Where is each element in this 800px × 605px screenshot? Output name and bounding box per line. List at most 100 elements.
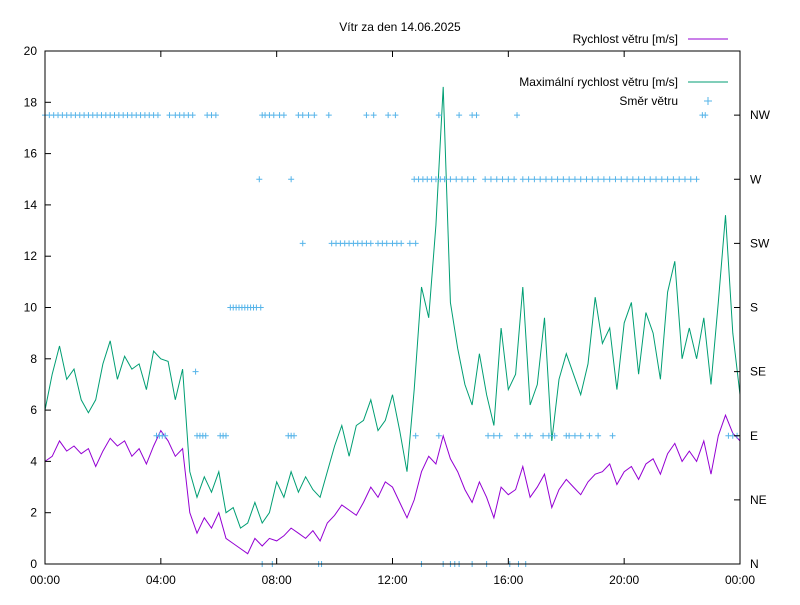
- y-tick-label: 6: [30, 403, 37, 417]
- direction-point: [280, 112, 287, 119]
- direction-point: [664, 176, 671, 183]
- x-tick-label: 04:00: [146, 573, 176, 587]
- direction-point: [412, 240, 419, 247]
- x-tick-label: 08:00: [262, 573, 292, 587]
- direction-point: [257, 304, 264, 311]
- direction-point: [609, 432, 616, 439]
- y2-tick-label: SW: [750, 236, 770, 250]
- series-speed-line: [44, 413, 741, 555]
- direction-point: [519, 176, 526, 183]
- direction-point: [291, 432, 298, 439]
- direction-point: [635, 176, 642, 183]
- direction-point: [487, 176, 494, 183]
- axis-layer: 0 2 4 6 8 10 12 14 16 18 20 N NE E SE S SW W NW 00:00 04:00 0…: [24, 44, 771, 587]
- legend: Rychlost větru [m/s] Maximální rychlost …: [519, 32, 728, 108]
- legend-label-gust: Maximální rychlost větru [m/s]: [519, 75, 678, 89]
- direction-point: [612, 176, 619, 183]
- direction-point: [693, 176, 700, 183]
- direction-point: [583, 176, 590, 183]
- y-tick-label: 2: [30, 506, 37, 520]
- direction-point: [681, 176, 688, 183]
- direction-point: [670, 176, 677, 183]
- direction-point: [459, 176, 465, 183]
- direction-point: [154, 112, 161, 119]
- direction-point: [514, 112, 521, 119]
- direction-point: [542, 176, 549, 183]
- y-tick-label: 14: [24, 198, 38, 212]
- direction-point: [299, 112, 306, 119]
- direction-point: [537, 176, 544, 183]
- y-tick-label: 12: [24, 249, 38, 263]
- chart-title: Vítr za den 14.06.2025: [339, 20, 461, 34]
- direction-point: [473, 112, 480, 119]
- direction-point: [641, 176, 648, 183]
- series-gust-line: [44, 86, 741, 529]
- direction-point: [299, 240, 306, 247]
- direction-point: [554, 176, 561, 183]
- y2-tick-label: NW: [750, 108, 771, 122]
- direction-point: [493, 176, 500, 183]
- direction-point: [496, 432, 503, 439]
- direction-point: [270, 112, 277, 119]
- direction-point: [490, 432, 497, 439]
- direction-point: [406, 240, 413, 247]
- direction-point: [212, 112, 219, 119]
- x-tick-label: 12:00: [377, 573, 407, 587]
- x-tick-label: 16:00: [493, 573, 523, 587]
- legend-label-speed: Rychlost větru [m/s]: [573, 32, 678, 46]
- direction-point: [531, 176, 538, 183]
- direction-point: [162, 432, 169, 439]
- direction-point: [456, 112, 463, 119]
- direction-point: [470, 176, 477, 183]
- direction-point: [370, 112, 377, 119]
- direction-point: [311, 112, 318, 119]
- legend-swatch-direction: [704, 97, 712, 105]
- direction-point: [595, 432, 602, 439]
- direction-point: [577, 176, 584, 183]
- y-tick-label: 8: [30, 352, 37, 366]
- x-tick-label: 00:00: [725, 573, 755, 587]
- direction-point: [305, 112, 312, 119]
- direction-point: [453, 176, 460, 183]
- direction-point: [525, 176, 532, 183]
- direction-point: [595, 176, 602, 183]
- y2-tick-label: NE: [750, 493, 767, 507]
- direction-point: [222, 432, 229, 439]
- direction-point: [545, 432, 552, 439]
- direction-point: [166, 112, 173, 119]
- direction-point: [435, 112, 442, 119]
- direction-point: [600, 176, 607, 183]
- direction-point: [202, 432, 209, 439]
- direction-point: [566, 176, 573, 183]
- direction-point: [560, 176, 567, 183]
- direction-point: [687, 176, 694, 183]
- direction-point: [447, 176, 454, 183]
- y-tick-label: 10: [24, 301, 38, 315]
- direction-point: [464, 176, 471, 183]
- direction-point: [485, 432, 492, 439]
- y2-tick-label: E: [750, 429, 758, 443]
- series-layer: [42, 86, 741, 567]
- direction-point: [441, 176, 448, 183]
- direction-point: [499, 176, 506, 183]
- direction-point: [586, 432, 593, 439]
- direction-point: [412, 432, 419, 439]
- y-tick-label: 20: [24, 44, 38, 58]
- y2-tick-label: N: [750, 557, 759, 571]
- direction-point: [527, 432, 534, 439]
- direction-point: [589, 176, 596, 183]
- y-tick-label: 18: [24, 95, 38, 109]
- direction-point: [653, 176, 660, 183]
- direction-point: [548, 176, 555, 183]
- direction-point: [571, 176, 578, 183]
- direction-point: [629, 176, 636, 183]
- direction-point: [325, 112, 332, 119]
- direction-point: [288, 176, 295, 183]
- direction-point: [505, 176, 512, 183]
- y2-tick-label: W: [750, 172, 762, 186]
- direction-point: [256, 176, 263, 183]
- legend-label-direction: Směr větru: [619, 94, 678, 108]
- direction-point: [702, 112, 709, 119]
